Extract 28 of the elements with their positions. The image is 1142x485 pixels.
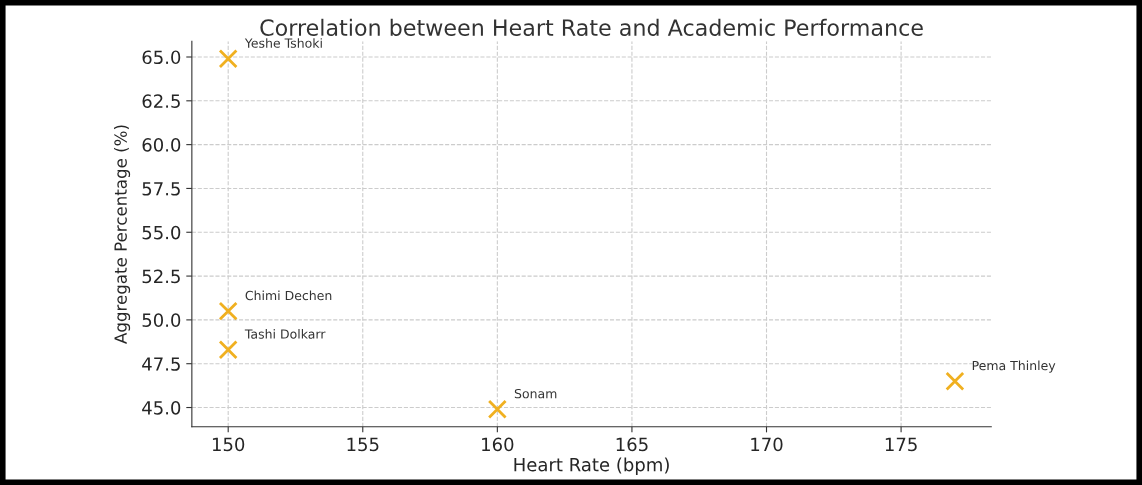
x-tick-label: 160: [482, 437, 514, 452]
point: [218, 340, 238, 360]
x-tick-label: 165: [616, 437, 648, 452]
y-axis-title: Aggregate Percentage (%): [114, 125, 131, 344]
point: [218, 301, 238, 321]
y-tick-label: 62.5: [142, 94, 180, 108]
annotation: Pema Thinley: [972, 360, 1056, 373]
x-tick-label: 175: [885, 437, 917, 452]
y-tick-label: 60.0: [142, 138, 181, 152]
y-tick-label: 65.0: [142, 50, 181, 65]
y-tick-label: 50.0: [142, 313, 181, 328]
y-tick-label: 52.5: [142, 269, 180, 284]
annotation: Yeshe Tshoki: [244, 38, 322, 48]
point: [945, 371, 965, 391]
annotation: Chimi Dechen: [245, 290, 332, 301]
x-axis-title: Heart Rate (bpm): [514, 457, 669, 475]
point: [487, 399, 507, 419]
x-tick-label: 170: [751, 437, 783, 452]
x-tick-label: 150: [212, 437, 245, 452]
y-tick-label: 55.0: [142, 225, 181, 240]
point: [218, 49, 238, 69]
annotation: Sonam: [514, 388, 557, 399]
x-tick-label: 155: [347, 437, 379, 452]
y-tick-label: 57.5: [142, 182, 180, 196]
y-tick-label: 45.0: [142, 400, 181, 415]
y-tick-label: 47.5: [142, 357, 180, 371]
annotation: Tashi Dolkarr: [244, 329, 326, 339]
chart-title: Correlation between Heart Rate and Academic Performance: [260, 18, 923, 36]
